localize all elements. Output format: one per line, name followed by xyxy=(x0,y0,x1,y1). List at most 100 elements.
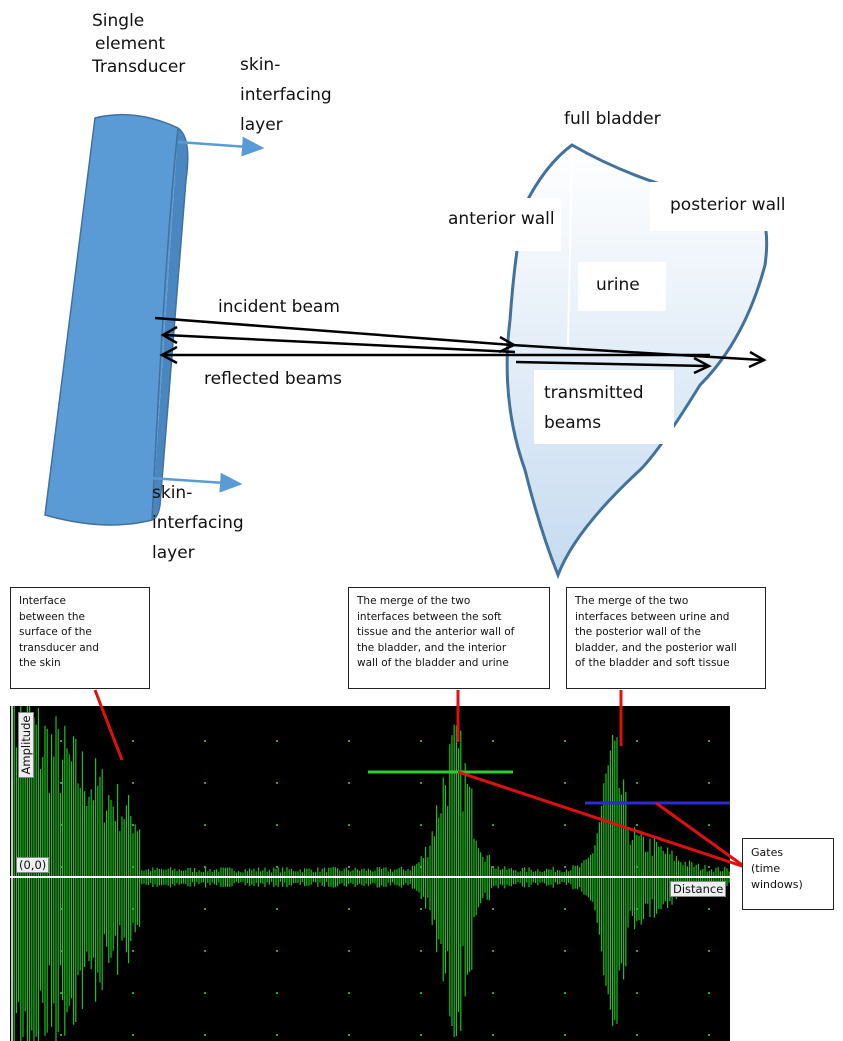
grid-dot xyxy=(276,866,278,868)
transducer-label-line: Single xyxy=(92,11,145,31)
transmitted-beams-label-line: transmitted xyxy=(544,383,644,403)
grid-dot xyxy=(420,908,422,910)
grid-dot xyxy=(708,992,710,994)
grid-dot xyxy=(492,950,494,952)
grid-dot xyxy=(564,866,566,868)
callout-line: the bladder, and the interior xyxy=(357,641,507,654)
grid-dot xyxy=(492,740,494,742)
transmitted-beams-label-line: beams xyxy=(544,413,602,433)
grid-dot xyxy=(420,950,422,952)
grid-dot xyxy=(60,782,62,784)
callout-line: surface of the xyxy=(19,626,92,638)
callout-line: wall of the bladder and urine xyxy=(357,657,509,669)
anterior-wall-label: anterior wall xyxy=(440,198,561,251)
grid-dot xyxy=(492,1034,494,1036)
callout-line: (time xyxy=(751,862,781,875)
grid-dot xyxy=(348,908,350,910)
skin-layer-label-line: layer xyxy=(152,543,195,563)
reflected-beams-label: reflected beams xyxy=(204,369,342,389)
callout-line: The merge of the two xyxy=(575,595,689,607)
skin-layer-label-line: interfacing xyxy=(152,513,244,533)
grid-dot xyxy=(348,950,350,952)
skin-layer-label-bottom: skin- interfacing layer xyxy=(152,478,244,568)
grid-dot xyxy=(564,824,566,826)
skin-layer-label-line: layer xyxy=(240,115,283,135)
grid-dot xyxy=(636,824,638,826)
transmitted-beams-label: transmitted beams xyxy=(534,370,674,444)
skin-layer-label-line: interfacing xyxy=(240,85,332,105)
grid-dot xyxy=(204,950,206,952)
grid-dot xyxy=(348,992,350,994)
grid-dot xyxy=(492,866,494,868)
callout-line: the skin xyxy=(19,657,61,669)
callout-line: transducer and xyxy=(19,641,99,654)
grid-dot xyxy=(204,782,206,784)
grid-dot xyxy=(420,782,422,784)
posterior-wall-label: posterior wall xyxy=(650,182,796,231)
grid-dot xyxy=(276,1034,278,1036)
transducer-label-line: Transducer xyxy=(92,57,186,77)
grid-dot xyxy=(492,992,494,994)
grid-dot xyxy=(708,1034,710,1036)
grid-dot xyxy=(708,866,710,868)
grid-dot xyxy=(420,740,422,742)
grid-dot xyxy=(564,782,566,784)
grid-dot xyxy=(132,824,134,826)
skin-layer-label-top: skin- interfacing layer xyxy=(240,50,332,140)
transducer-disc xyxy=(44,113,189,526)
grid-dot xyxy=(204,908,206,910)
callout-gates: Gates (time windows) xyxy=(742,838,834,910)
callout-anterior-merge: The merge of the two interfaces between … xyxy=(348,587,550,689)
grid-dot xyxy=(708,824,710,826)
grid-dot xyxy=(132,992,134,994)
skin-layer-label-line: skin- xyxy=(152,483,193,503)
callout-line: Gates xyxy=(751,846,784,859)
amplitude-axis-label: Amplitude xyxy=(18,712,34,778)
grid-dot xyxy=(492,824,494,826)
grid-dot xyxy=(348,824,350,826)
schematic-graphics xyxy=(44,113,769,580)
grid-dot xyxy=(636,992,638,994)
full-bladder-label: full bladder xyxy=(564,109,661,129)
grid-dot xyxy=(348,740,350,742)
grid-dot xyxy=(636,1034,638,1036)
grid-dot xyxy=(564,950,566,952)
origin-label: (0,0) xyxy=(16,857,50,873)
grid-dot xyxy=(60,1034,62,1036)
grid-dot xyxy=(420,1034,422,1036)
callout-skin-interface: Interface between the surface of the tra… xyxy=(10,587,150,689)
grid-dot xyxy=(708,782,710,784)
grid-dot xyxy=(564,1034,566,1036)
grid-dot xyxy=(204,824,206,826)
callout-line: between the xyxy=(19,610,85,623)
callout-line: the posterior wall of the xyxy=(575,626,701,638)
grid-dot xyxy=(132,1034,134,1036)
distance-axis-label: Distance xyxy=(670,881,727,897)
grid-dot xyxy=(708,908,710,910)
beams xyxy=(154,316,767,375)
grid-dot xyxy=(708,950,710,952)
grid-dot xyxy=(276,950,278,952)
grid-dot xyxy=(564,992,566,994)
incident-beam-label: incident beam xyxy=(218,297,340,317)
skin-arrow-bottom xyxy=(149,472,243,493)
grid-dot xyxy=(276,740,278,742)
grid-dot xyxy=(276,824,278,826)
grid-dot xyxy=(60,992,62,994)
grid-dot xyxy=(348,1034,350,1036)
grid-dot xyxy=(708,740,710,742)
grid-dot xyxy=(204,740,206,742)
skin-arrow-top xyxy=(177,136,265,157)
callout-lines xyxy=(93,689,746,869)
grid-dot xyxy=(564,908,566,910)
callout-line: bladder, and the posterior wall xyxy=(575,641,737,654)
callout-line: tissue and the anterior wall of xyxy=(357,626,515,638)
grid-dot xyxy=(132,740,134,742)
grid-dot xyxy=(348,866,350,868)
callout-line: interfaces between urine and xyxy=(575,610,730,623)
grid-dot xyxy=(276,908,278,910)
urine-label: urine xyxy=(578,262,666,311)
callout-posterior-merge: The merge of the two interfaces between … xyxy=(566,587,766,689)
callout-line: interfaces between the soft xyxy=(357,610,502,623)
grid-dot xyxy=(204,1034,206,1036)
